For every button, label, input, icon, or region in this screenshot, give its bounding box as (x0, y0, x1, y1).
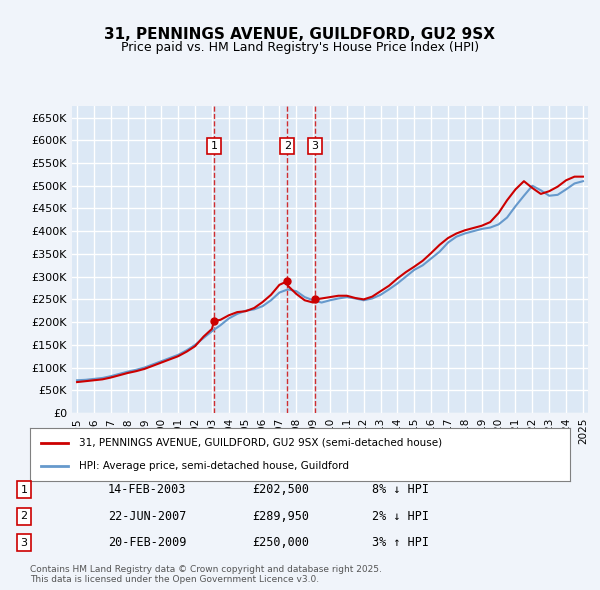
Text: 20-FEB-2009: 20-FEB-2009 (108, 536, 187, 549)
Text: Price paid vs. HM Land Registry's House Price Index (HPI): Price paid vs. HM Land Registry's House … (121, 41, 479, 54)
Text: 1: 1 (211, 141, 217, 151)
Text: £289,950: £289,950 (252, 510, 309, 523)
Text: 1: 1 (20, 485, 28, 494)
Text: 8% ↓ HPI: 8% ↓ HPI (372, 483, 429, 496)
Text: HPI: Average price, semi-detached house, Guildford: HPI: Average price, semi-detached house,… (79, 461, 349, 471)
Text: 2: 2 (284, 141, 291, 151)
Text: 22-JUN-2007: 22-JUN-2007 (108, 510, 187, 523)
Text: 3% ↑ HPI: 3% ↑ HPI (372, 536, 429, 549)
Text: £250,000: £250,000 (252, 536, 309, 549)
Text: 31, PENNINGS AVENUE, GUILDFORD, GU2 9SX: 31, PENNINGS AVENUE, GUILDFORD, GU2 9SX (104, 27, 496, 41)
Text: 2: 2 (20, 512, 28, 521)
Text: 14-FEB-2003: 14-FEB-2003 (108, 483, 187, 496)
Text: 3: 3 (311, 141, 319, 151)
Text: 31, PENNINGS AVENUE, GUILDFORD, GU2 9SX (semi-detached house): 31, PENNINGS AVENUE, GUILDFORD, GU2 9SX … (79, 438, 442, 448)
Text: Contains HM Land Registry data © Crown copyright and database right 2025.
This d: Contains HM Land Registry data © Crown c… (30, 565, 382, 584)
Text: 3: 3 (20, 538, 28, 548)
Text: 2% ↓ HPI: 2% ↓ HPI (372, 510, 429, 523)
Text: £202,500: £202,500 (252, 483, 309, 496)
